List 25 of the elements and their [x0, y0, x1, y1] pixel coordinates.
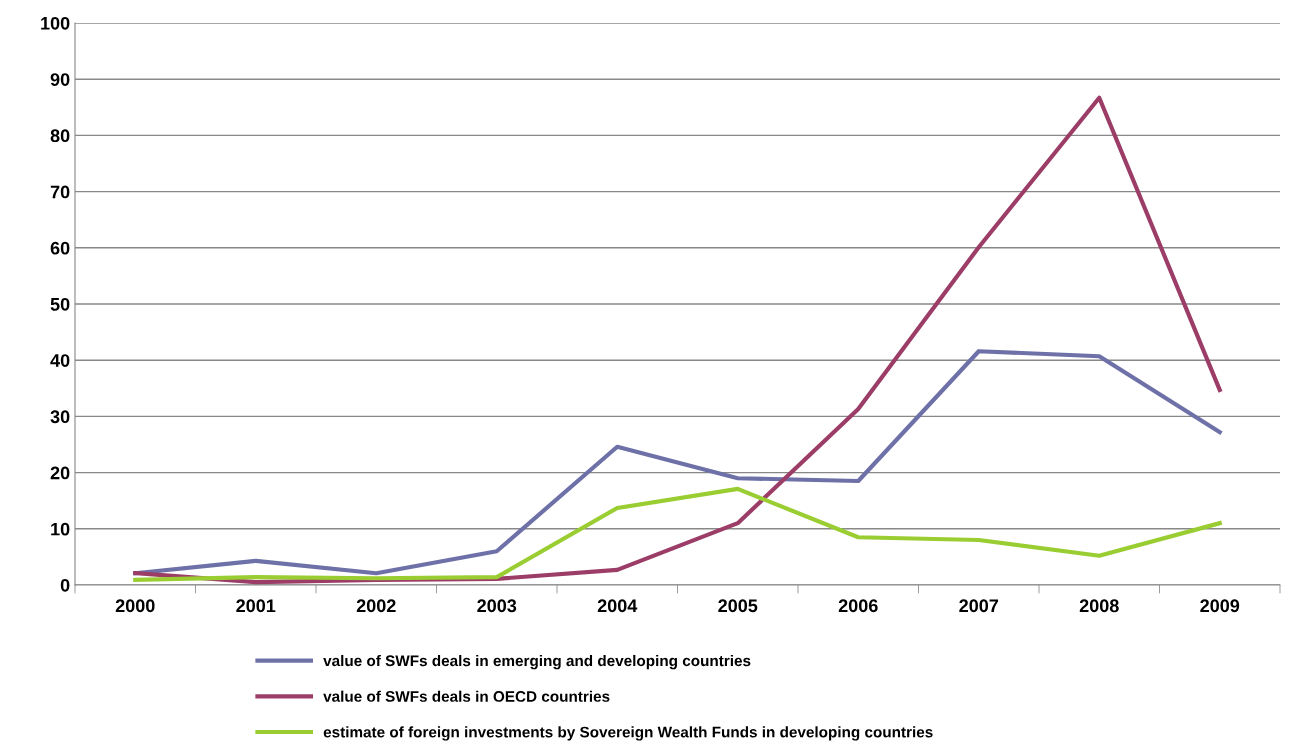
y-tick-label: 0 [60, 578, 70, 592]
y-tick-label: 20 [50, 466, 70, 480]
line-series [133, 486, 1222, 583]
x-tick-label: 2002 [356, 599, 396, 613]
x-tick-label: 2004 [597, 599, 638, 613]
x-tick-label: 2005 [718, 599, 758, 613]
y-tick-label: 60 [50, 241, 70, 255]
y-tick-label: 30 [50, 410, 70, 424]
legend-label: value of SWFs deals in OECD countries [323, 690, 610, 702]
y-tick-label: 100 [41, 16, 70, 30]
x-tick-label: 2008 [1079, 599, 1119, 613]
y-tick-label: 10 [51, 522, 70, 536]
y-tick-label: 80 [50, 129, 70, 143]
legend-label: value of SWFs deals in emerging and developing countries [323, 654, 751, 670]
x-tick-label: 2007 [959, 599, 999, 613]
x-tick-label: 2001 [236, 599, 276, 613]
y-tick-label: 40 [50, 354, 70, 367]
y-tick-label: 90 [50, 73, 70, 86]
x-tick-label: 2006 [838, 599, 878, 613]
x-tick-label: 2009 [1200, 599, 1240, 613]
y-tick-label: 70 [50, 185, 70, 199]
x-tick-label: 2003 [477, 599, 517, 613]
legend-label: estimate of foreign investments by Sovereign Wealth Funds in developing countries [323, 726, 933, 741]
y-tick-label: 50 [50, 297, 70, 311]
x-tick-label: 2000 [115, 599, 155, 613]
